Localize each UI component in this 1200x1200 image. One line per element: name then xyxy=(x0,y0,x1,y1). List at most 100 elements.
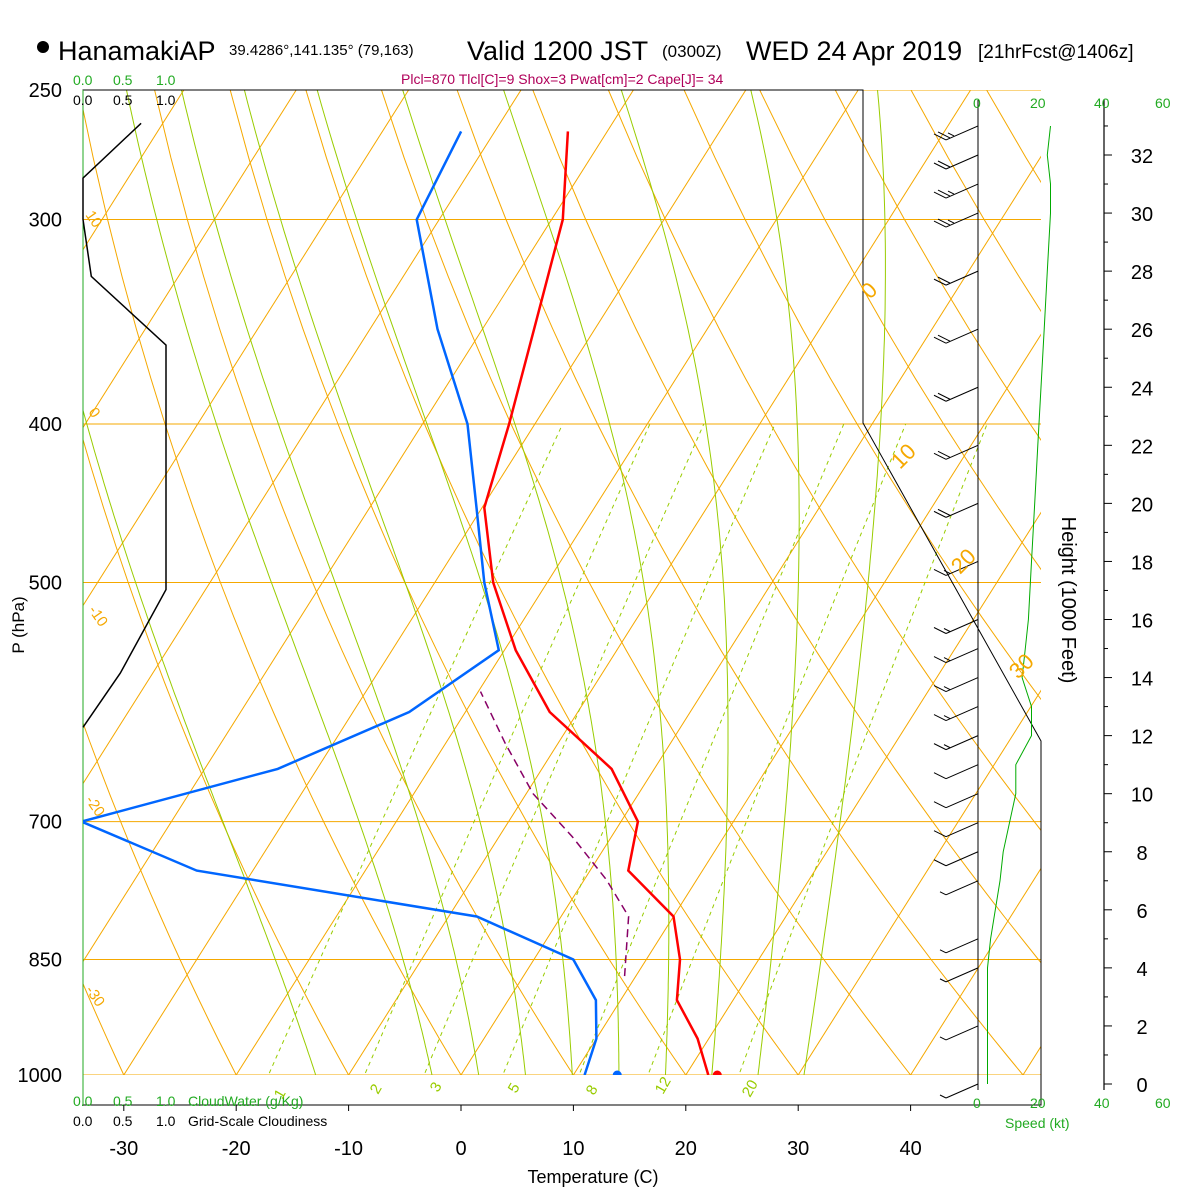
right-adiabat-label-30: 30 xyxy=(1004,649,1039,684)
dry-adiabat-130 xyxy=(974,0,1200,1110)
mixing-ratio-label-20: 20 xyxy=(739,1077,762,1100)
mixing-ratio-8 xyxy=(578,423,845,1075)
surface-temperature-dot xyxy=(712,1070,722,1075)
wind-barb xyxy=(933,735,979,751)
height-tick-26: 26 xyxy=(1131,320,1153,342)
utc-time: (0300Z) xyxy=(662,42,722,61)
wind-barb xyxy=(933,851,979,867)
wind-barb-staff xyxy=(945,851,979,867)
series-dewpoint xyxy=(83,130,598,1075)
cloud-scale-top-black-1: 0.5 xyxy=(113,92,133,108)
speed-tick-bottom-20: 20 xyxy=(1030,1095,1046,1111)
moist-adiabat-12 xyxy=(316,90,573,1075)
wind-barb-flag xyxy=(933,743,947,751)
height-axis-title: Height (1000 Feet) xyxy=(1057,517,1079,684)
wind-barb-half-flag xyxy=(939,1036,947,1041)
isotherm--100 xyxy=(0,0,59,1110)
thermo-grid xyxy=(0,0,1200,1110)
y-axis-title: P (hPa) xyxy=(9,596,28,653)
wind-barb xyxy=(939,938,979,954)
wind-barb-flag xyxy=(937,334,951,342)
height-tick-12: 12 xyxy=(1131,727,1153,749)
moist-adiabat--10 xyxy=(83,408,317,1075)
wind-barb xyxy=(933,212,979,228)
wind-barb xyxy=(933,502,979,518)
moist-adiabat-4 xyxy=(180,90,480,1075)
wind-barb xyxy=(933,677,979,693)
cloud-scale-top: 0.0 0.5 1.0 0.0 0.5 1.0 xyxy=(73,72,176,108)
wind-barb-half-flag xyxy=(943,715,951,720)
wind-barb-staff xyxy=(945,386,979,402)
wind-barb-staff xyxy=(945,183,979,199)
cloud-scale-bottom-black-1: 0.5 xyxy=(113,1113,133,1129)
dry-adiabat--30 xyxy=(83,982,125,1075)
dry-adiabat-60 xyxy=(532,90,1041,964)
wind-barb-half-flag xyxy=(943,744,951,749)
dry-adiabat-70 xyxy=(607,90,1041,832)
wind-barb-flag xyxy=(933,162,947,170)
wind-barb xyxy=(933,619,979,634)
wind-barb-staff xyxy=(945,764,979,780)
moist-adiabat-24 xyxy=(620,90,729,1075)
dry-adiabat--20 xyxy=(83,721,237,1075)
height-tick-16: 16 xyxy=(1131,611,1153,633)
wind-barb-flag xyxy=(933,801,947,809)
right-adiabat-label-0: 0 xyxy=(856,277,882,303)
left-adiabat-label-1: 0 xyxy=(85,405,104,422)
moist-adiabat-20 xyxy=(503,90,670,1075)
temp-tick-10: 10 xyxy=(562,1138,584,1160)
speed-tick-top-40: 40 xyxy=(1094,95,1110,111)
height-tick-6: 6 xyxy=(1136,901,1147,923)
wind-barb-flag xyxy=(937,189,951,197)
wind-barb xyxy=(933,270,979,286)
wind-barb-staff xyxy=(945,793,979,809)
forecast-run: [21hrFcst@1406z] xyxy=(978,42,1134,63)
mixing-ratio-3 xyxy=(423,423,705,1075)
cloudwater-label: CloudWater (g/Kg) xyxy=(188,1093,303,1109)
height-tick-24: 24 xyxy=(1131,378,1153,400)
wind-barb-staff xyxy=(945,125,979,141)
wind-barb-flag xyxy=(937,508,951,516)
wind-barb-half-flag xyxy=(939,1094,947,1099)
stability-indices: Plcl=870 Tlcl[C]=9 Shox=3 Pwat[cm]=2 Cap… xyxy=(401,71,724,87)
cloud-scale-bottom-green-1: 0.5 xyxy=(113,1093,133,1109)
mixing-ratio-label-3: 3 xyxy=(427,1079,446,1095)
mixing-ratio-label-5: 5 xyxy=(505,1080,524,1096)
dry-adiabat-120 xyxy=(986,90,1041,184)
wind-barb-half-flag xyxy=(943,657,951,661)
left-adiabat-label-2: -10 xyxy=(85,603,111,631)
wind-barb xyxy=(933,648,979,663)
mixing-ratio-label-12: 12 xyxy=(652,1074,675,1097)
temp-tick--30: -30 xyxy=(109,1138,138,1160)
wind-barb-staff xyxy=(945,1025,979,1041)
dry-adiabat-0 xyxy=(83,106,462,1075)
cloud-scale-bottom: 0.0 0.5 1.0 CloudWater (g/Kg) 0.0 0.5 1.… xyxy=(73,1093,327,1129)
isotherm-40 xyxy=(910,867,1041,1075)
wind-barb-flag xyxy=(937,131,951,139)
series-layer xyxy=(83,130,722,1075)
moist-adiabat-32 xyxy=(803,90,886,1075)
wind-barb xyxy=(933,328,979,344)
wind-speed-profile xyxy=(987,125,1051,1084)
wind-barb xyxy=(939,880,979,896)
wind-barb-staff xyxy=(945,677,979,693)
dry-adiabat-80 xyxy=(683,90,1041,701)
wind-barb-flag xyxy=(933,133,947,141)
wind-barb-staff xyxy=(945,444,979,460)
wind-barb-flag xyxy=(933,714,947,722)
wind-barb-half-flag xyxy=(947,219,955,224)
wind-barb xyxy=(933,764,979,780)
cloud-scale-top-black-0: 0.0 xyxy=(73,92,93,108)
isotherm--30 xyxy=(123,90,747,1075)
wind-barb-staff xyxy=(945,619,979,634)
pressure-tick-700: 700 xyxy=(29,812,62,834)
isotherm--60 xyxy=(83,90,410,607)
isotherm--50 xyxy=(83,90,522,785)
dry-adiabat-10 xyxy=(154,90,574,1075)
wind-speed-line xyxy=(987,125,1051,1084)
station-coords: 39.4286°,141.135° (79,163) xyxy=(229,42,414,59)
wind-barb-staff xyxy=(945,328,979,344)
dry-adiabat-20 xyxy=(229,90,687,1075)
wind-barb-half-flag xyxy=(943,686,951,691)
